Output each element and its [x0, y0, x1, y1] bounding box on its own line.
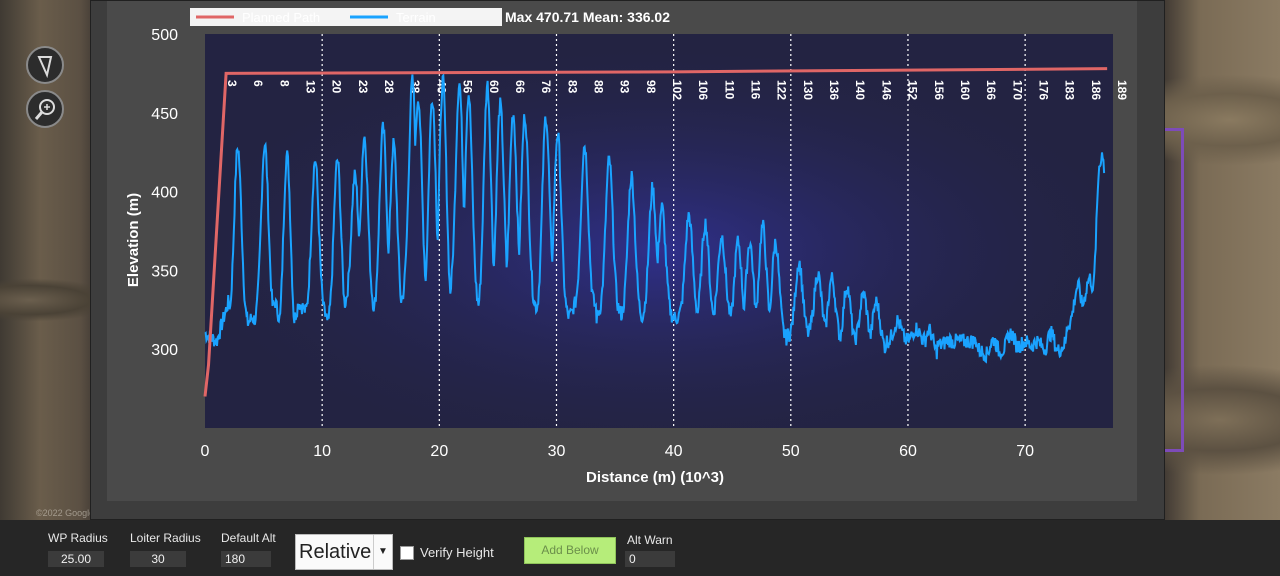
- elevation-chart: 0 10 20 30 40 50 60 70 300 350 400 450 500 3 6 8 13 20 2…: [125, 8, 1129, 486]
- waypoint-label: 98: [644, 80, 658, 94]
- legend-planned-label: Planned Path: [242, 10, 320, 25]
- waypoint-label: 102: [670, 80, 684, 100]
- waypoint-label: 130: [801, 80, 815, 100]
- waypoint-label: 189: [1115, 80, 1129, 100]
- shape-icon: [37, 56, 53, 79]
- waypoint-label: 6: [251, 80, 265, 87]
- loiter-radius-label: Loiter Radius: [130, 531, 201, 545]
- alt-mode-value: Relative: [299, 541, 372, 563]
- waypoint-label: 156: [932, 80, 946, 100]
- y-tick-label: 500: [151, 27, 178, 44]
- waypoint-label: 83: [565, 80, 579, 94]
- x-tick-label: 60: [899, 443, 917, 460]
- waypoint-label: 60: [487, 80, 501, 94]
- waypoint-label: 8: [277, 80, 291, 87]
- y-tick-label: 350: [151, 263, 178, 280]
- waypoint-label: 110: [722, 80, 736, 100]
- y-tick-label: 450: [151, 106, 178, 123]
- waypoint-label: 28: [382, 80, 396, 94]
- x-tick-labels: 0 10 20 30 40 50 60 70: [201, 443, 1035, 460]
- x-tick-label: 50: [782, 443, 800, 460]
- default-alt-label: Default Alt: [221, 531, 276, 545]
- y-tick-label: 400: [151, 185, 178, 202]
- waypoint-label: 66: [513, 80, 527, 94]
- waypoint-label: 56: [461, 80, 475, 94]
- legend-terrain-label: Terrain: [396, 10, 436, 25]
- waypoint-label: 13: [304, 80, 318, 94]
- x-tick-label: 20: [430, 443, 448, 460]
- waypoint-label: 20: [330, 80, 344, 94]
- default-alt-input[interactable]: [221, 551, 271, 567]
- planned-path-line: [203, 67, 1108, 397]
- y-axis-label: Elevation (m): [125, 193, 142, 287]
- x-tick-label: 70: [1016, 443, 1034, 460]
- mission-controls-bar: [0, 520, 1280, 576]
- x-tick-label: 10: [313, 443, 331, 460]
- waypoint-label: 160: [958, 80, 972, 100]
- x-tick-label: 40: [665, 443, 683, 460]
- waypoint-label: 146: [879, 80, 893, 100]
- zoom-in-icon: [34, 99, 55, 120]
- waypoint-label: 122: [775, 80, 789, 100]
- x-tick-label: 30: [548, 443, 566, 460]
- verify-height-checkbox[interactable]: [400, 546, 414, 560]
- terrain-line: [204, 72, 1106, 364]
- waypoint-label: 152: [906, 80, 920, 100]
- waypoint-label: 3: [225, 80, 239, 87]
- waypoint-label: 183: [1063, 80, 1077, 100]
- legend-box: [190, 8, 502, 26]
- waypoint-label: 166: [984, 80, 998, 100]
- legend-stats: Max 470.71 Mean: 336.02: [505, 9, 670, 25]
- waypoint-label: 140: [853, 80, 867, 100]
- waypoint-labels: 3 6 8 13 20 23 28 38 46 56 60 66 76 83 88 93 98 102 106 110…: [225, 80, 1129, 100]
- alt-warn-input[interactable]: [625, 551, 675, 567]
- waypoint-label: 176: [1036, 80, 1050, 100]
- x-axis-label: Distance (m) (10^3): [586, 469, 724, 486]
- loiter-radius-input[interactable]: [130, 551, 186, 567]
- x-grid: [321, 34, 1026, 428]
- map-zoom-tool[interactable]: [26, 90, 64, 128]
- waypoint-label: 116: [749, 80, 763, 100]
- verify-height-label: Verify Height: [420, 545, 494, 560]
- y-tick-labels: 300 350 400 450 500: [151, 27, 178, 359]
- waypoint-label: 170: [1010, 80, 1024, 100]
- y-tick-label: 300: [151, 342, 178, 359]
- mission-route-line: [1150, 128, 1184, 452]
- x-tick-label: 0: [201, 443, 210, 460]
- alt-warn-label: Alt Warn: [627, 533, 673, 547]
- chevron-down-icon[interactable]: ▼: [373, 535, 392, 569]
- map-shape-tool[interactable]: [26, 46, 64, 84]
- alt-mode-select[interactable]: Relative ▼: [295, 534, 393, 570]
- add-below-button[interactable]: Add Below: [524, 537, 616, 564]
- waypoint-label: 93: [618, 80, 632, 94]
- waypoint-label: 76: [539, 80, 553, 94]
- waypoint-label: 136: [827, 80, 841, 100]
- wp-radius-input[interactable]: [48, 551, 104, 567]
- waypoint-label: 106: [696, 80, 710, 100]
- waypoint-label: 88: [591, 80, 605, 94]
- waypoint-label: 23: [356, 80, 370, 94]
- wp-radius-label: WP Radius: [48, 531, 108, 545]
- waypoint-label: 186: [1089, 80, 1103, 100]
